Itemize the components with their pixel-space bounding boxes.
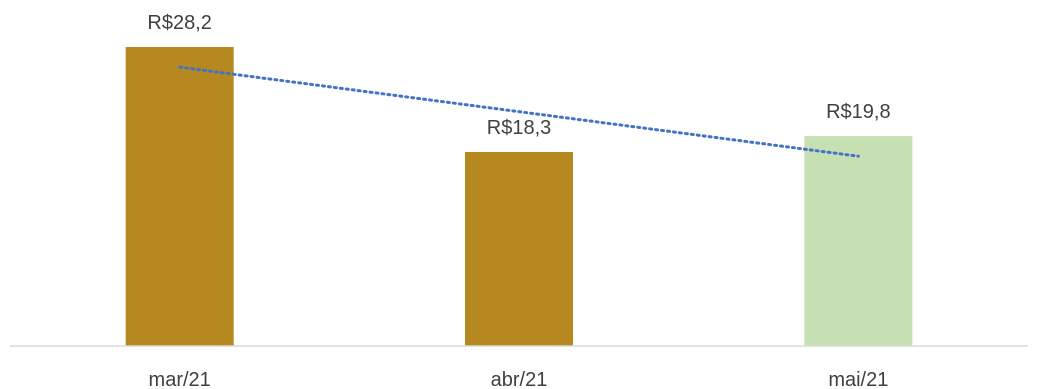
trendline [178, 65, 860, 158]
x-tick-label-mai/21: mai/21 [828, 369, 888, 389]
data-label-mar/21: R$28,2 [147, 12, 212, 34]
x-tick-label-mar/21: mar/21 [149, 369, 211, 389]
data-labels-group: R$28,2 R$18,3 R$19,8 [147, 12, 890, 139]
bars-group [125, 47, 913, 346]
data-label-mai/21: R$19,8 [826, 101, 891, 123]
x-tick-label-abr/21: abr/21 [491, 369, 548, 389]
bar-abr/21 [465, 151, 573, 346]
data-label-abr/21: R$18,3 [487, 117, 552, 139]
bar-mai/21 [804, 136, 913, 346]
bar-mar/21 [125, 47, 234, 346]
x-tick-labels-group: mar/21 abr/21 mai/21 [149, 369, 889, 389]
